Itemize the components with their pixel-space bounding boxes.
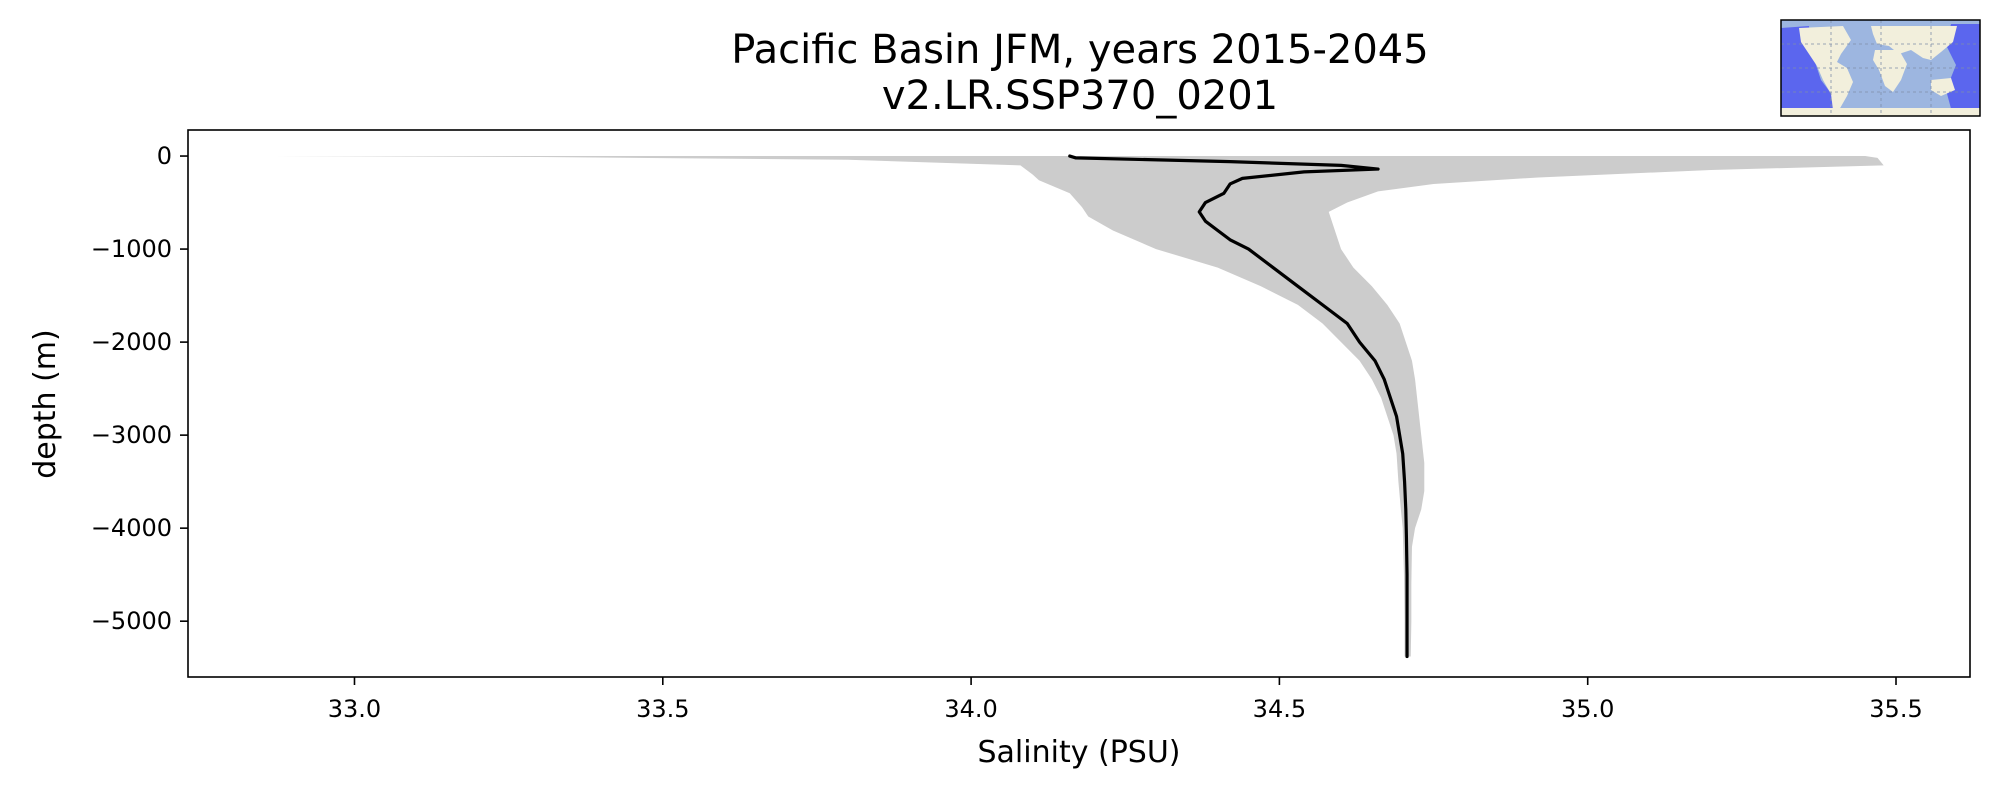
y-tick-label: −3000 xyxy=(91,421,172,449)
inset-pacific-highlight-west xyxy=(1781,26,1841,116)
x-tick-label: 33.0 xyxy=(328,695,381,723)
inset-africa xyxy=(1873,50,1907,92)
mean-salinity-line xyxy=(1068,154,1409,659)
inset-eurasia xyxy=(1871,26,1957,60)
range-band xyxy=(274,156,1884,657)
plot-frame xyxy=(187,129,1971,678)
x-tick-label: 35.0 xyxy=(1561,695,1614,723)
inset-australia xyxy=(1931,78,1955,96)
x-tick-label: 34.0 xyxy=(944,695,997,723)
chart-title: Pacific Basin JFM, years 2015-2045 xyxy=(731,27,1429,73)
x-tick-label: 33.5 xyxy=(636,695,689,723)
inset-pacific-highlight-east xyxy=(1946,24,1980,116)
y-axis-label: depth (m) xyxy=(28,329,63,479)
y-tick-label: −2000 xyxy=(91,328,172,356)
region-map-inset xyxy=(1780,19,1981,117)
y-tick-label: −5000 xyxy=(91,607,172,635)
x-axis-label: Salinity (PSU) xyxy=(978,735,1181,770)
inset-antarctica xyxy=(1781,108,1980,116)
y-tick-label: −1000 xyxy=(91,235,172,263)
x-tick-label: 35.5 xyxy=(1869,695,1922,723)
y-tick-label: −4000 xyxy=(91,514,172,542)
chart-subtitle: v2.LR.SSP370_0201 xyxy=(881,73,1279,119)
y-tick-label: 0 xyxy=(157,142,172,170)
inset-frame xyxy=(1780,19,1981,117)
x-tick-label: 34.5 xyxy=(1253,695,1306,723)
